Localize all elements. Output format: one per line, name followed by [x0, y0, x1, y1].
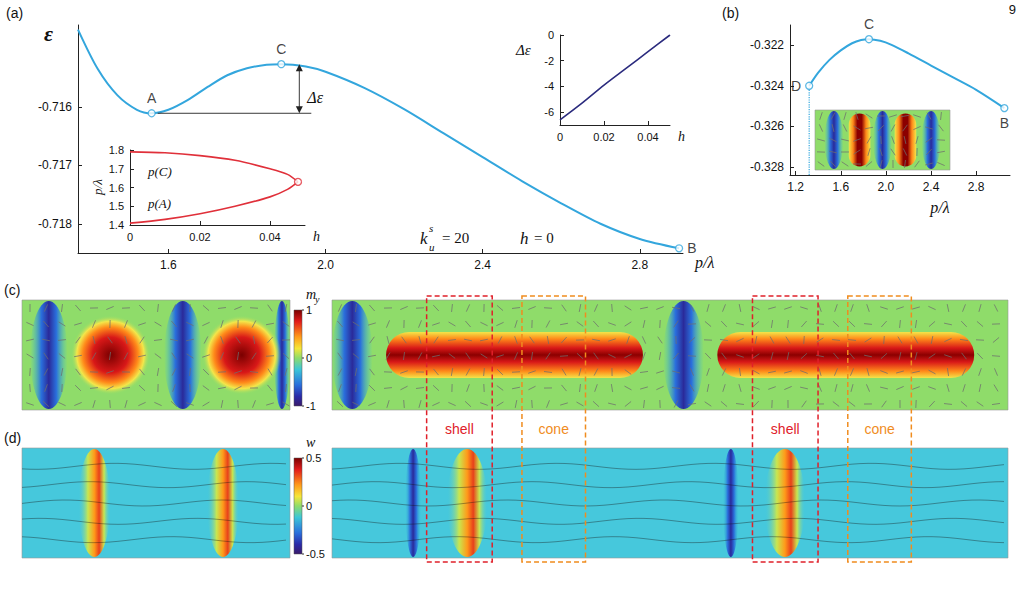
- svg-text:Δε: Δε: [306, 89, 323, 106]
- svg-text:0: 0: [548, 29, 554, 41]
- svg-text:(c): (c): [4, 282, 20, 298]
- svg-text:2.0: 2.0: [317, 258, 334, 272]
- svg-text:-0.322: -0.322: [750, 38, 784, 52]
- svg-text:-0.5: -0.5: [306, 548, 325, 560]
- svg-text:cone: cone: [864, 421, 895, 437]
- svg-text:h: h: [313, 229, 320, 244]
- svg-text:-0.716: -0.716: [38, 100, 72, 114]
- svg-text:p/λ: p/λ: [90, 179, 105, 196]
- svg-text:2.4: 2.4: [474, 258, 491, 272]
- svg-text:0: 0: [306, 352, 312, 364]
- svg-text:-0.717: -0.717: [38, 158, 72, 172]
- svg-text:ε: ε: [44, 21, 53, 46]
- svg-text:C: C: [276, 41, 286, 57]
- svg-text:0: 0: [127, 231, 133, 243]
- svg-text:2.4: 2.4: [923, 180, 940, 194]
- svg-text:-2: -2: [544, 55, 554, 67]
- svg-text:1.2: 1.2: [787, 180, 804, 194]
- svg-text:C: C: [864, 16, 874, 32]
- svg-text:1.7: 1.7: [109, 163, 124, 175]
- svg-text:1.6: 1.6: [160, 258, 177, 272]
- svg-text:s: s: [429, 222, 433, 234]
- svg-text:B: B: [1000, 115, 1009, 131]
- svg-text:m: m: [306, 286, 317, 302]
- svg-text:(d): (d): [4, 430, 21, 446]
- svg-text:p(A): p(A): [147, 196, 171, 211]
- svg-text:1.6: 1.6: [832, 180, 849, 194]
- svg-text:D: D: [791, 78, 801, 94]
- svg-text:cone: cone: [539, 421, 570, 437]
- svg-text:-4: -4: [544, 80, 554, 92]
- svg-text:h: h: [678, 129, 685, 144]
- svg-text:0.5: 0.5: [306, 452, 321, 464]
- svg-text:1.8: 1.8: [109, 144, 124, 156]
- svg-text:2.8: 2.8: [631, 258, 648, 272]
- svg-text:-0.328: -0.328: [750, 160, 784, 174]
- svg-text:1.5: 1.5: [109, 200, 124, 212]
- svg-text:0.04: 0.04: [637, 131, 658, 143]
- svg-text:0.02: 0.02: [189, 231, 210, 243]
- svg-text:-0.718: -0.718: [38, 217, 72, 231]
- svg-text:2.8: 2.8: [968, 180, 985, 194]
- svg-text:1.4: 1.4: [109, 219, 124, 231]
- svg-text:(a): (a): [6, 5, 23, 21]
- svg-text:B: B: [687, 240, 697, 257]
- svg-text:= 0: = 0: [534, 230, 554, 246]
- svg-text:k: k: [420, 229, 428, 248]
- svg-text:A: A: [147, 90, 157, 106]
- svg-text:Δε: Δε: [515, 42, 531, 58]
- svg-text:p/λ: p/λ: [929, 199, 949, 217]
- svg-text:0.04: 0.04: [259, 231, 280, 243]
- svg-text:1: 1: [306, 304, 312, 316]
- svg-text:shell: shell: [771, 421, 800, 437]
- svg-text:0: 0: [557, 131, 563, 143]
- svg-text:(b): (b): [722, 5, 739, 21]
- svg-text:9: 9: [1009, 2, 1016, 17]
- svg-text:p(C): p(C): [147, 164, 172, 179]
- svg-text:-0.324: -0.324: [750, 79, 784, 93]
- svg-text:h: h: [520, 229, 529, 248]
- svg-text:u: u: [429, 241, 435, 253]
- svg-text:y: y: [314, 294, 320, 305]
- svg-text:-1: -1: [306, 400, 316, 412]
- svg-text:0.02: 0.02: [593, 131, 614, 143]
- svg-text:0: 0: [306, 500, 312, 512]
- svg-text:2.0: 2.0: [878, 180, 895, 194]
- svg-text:-0.326: -0.326: [750, 119, 784, 133]
- svg-text:= 20: = 20: [442, 230, 469, 246]
- svg-text:p/λ: p/λ: [694, 254, 714, 272]
- svg-text:1.6: 1.6: [109, 182, 124, 194]
- svg-text:w: w: [306, 435, 316, 450]
- svg-text:-6: -6: [544, 106, 554, 118]
- svg-text:shell: shell: [445, 421, 474, 437]
